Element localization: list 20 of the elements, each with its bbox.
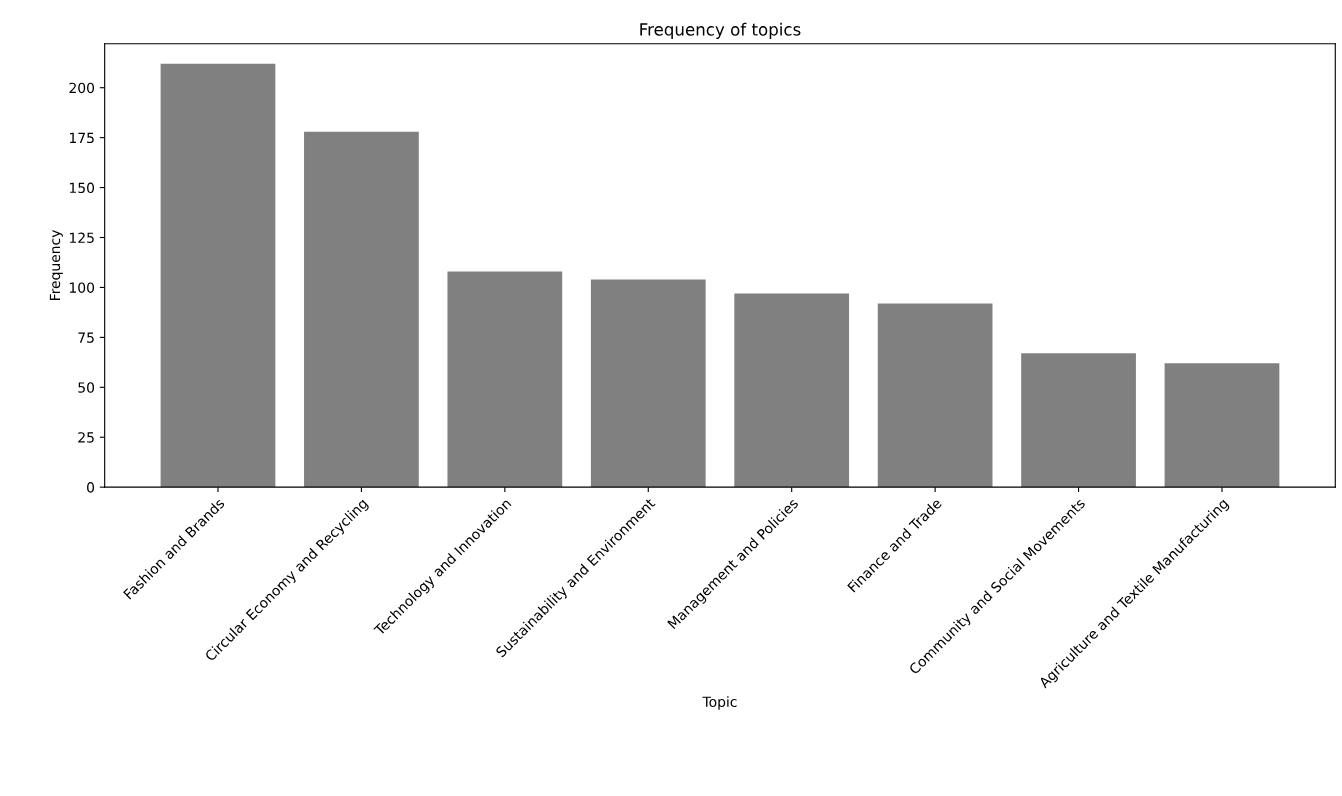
chart-title: Frequency of topics — [640, 22, 801, 39]
y-tick-label: 0 — [87, 482, 95, 493]
bar — [447, 271, 563, 488]
bar — [1164, 363, 1280, 488]
bar — [160, 63, 276, 488]
bar — [1021, 353, 1136, 488]
y-tick-label: 25 — [78, 432, 94, 443]
x-axis-title: Topic — [702, 696, 737, 710]
y-tick-label: 50 — [78, 382, 95, 393]
y-tick-label: 175 — [69, 132, 94, 144]
y-tick-label: 200 — [69, 82, 95, 94]
bar — [304, 131, 419, 488]
bar — [877, 303, 993, 488]
bar — [734, 293, 850, 488]
y-tick-label: 100 — [69, 282, 95, 293]
bar — [590, 279, 706, 488]
y-tick-label: 125 — [69, 232, 94, 243]
y-axis-title: Frequency — [49, 230, 63, 300]
y-tick-label: 150 — [69, 182, 95, 194]
y-tick-label: 75 — [78, 332, 94, 343]
